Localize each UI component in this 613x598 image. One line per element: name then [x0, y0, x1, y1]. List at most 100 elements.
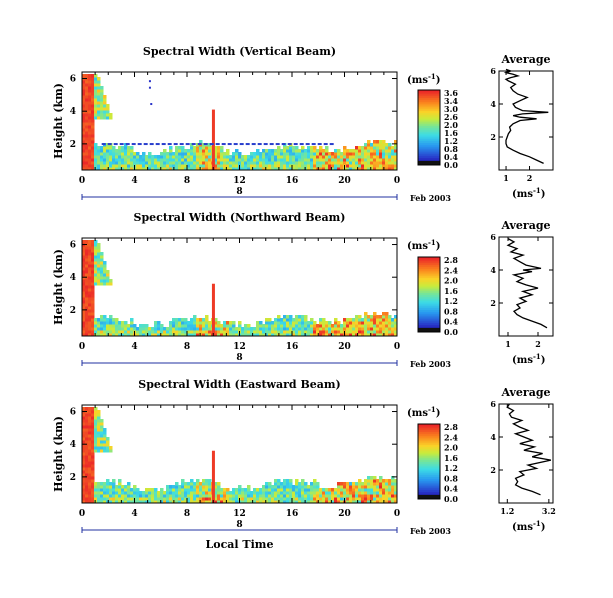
heatmap-cell	[148, 161, 152, 165]
heatmap-cell	[184, 324, 188, 328]
heatmap-cell	[205, 152, 209, 156]
heatmap-cell	[82, 83, 86, 87]
heatmap-cell	[298, 497, 302, 501]
heatmap-cell	[235, 327, 239, 331]
heatmap-cell	[202, 161, 206, 165]
heatmap-cell	[85, 74, 89, 78]
heatmap-cell	[103, 101, 107, 105]
heatmap-cell	[88, 497, 92, 501]
heatmap-cell	[103, 161, 107, 165]
heatmap-cell	[88, 155, 92, 159]
heatmap-cell	[322, 149, 326, 153]
heatmap-cell	[175, 155, 179, 159]
heatmap-cell	[223, 158, 227, 162]
heatmap-cell	[106, 437, 110, 441]
heatmap-cell	[376, 479, 380, 483]
heatmap-cell	[130, 318, 134, 322]
heatmap-cell	[271, 161, 275, 165]
heatmap-cell	[88, 276, 92, 280]
heatmap-cell	[91, 83, 95, 87]
heatmap-cell	[196, 155, 200, 159]
colorbar-band	[418, 121, 440, 125]
heatmap-cell	[82, 458, 86, 462]
heatmap-cell	[103, 318, 107, 322]
heatmap-cell	[295, 161, 299, 165]
heatmap-cell	[94, 101, 98, 105]
heatmap-cell	[328, 497, 332, 501]
heatmap-cell	[139, 155, 143, 159]
heatmap-cell	[379, 152, 383, 156]
heatmap-cell	[355, 494, 359, 498]
heatmap-cell	[169, 158, 173, 162]
heatmap-cell	[292, 152, 296, 156]
heatmap-cell	[286, 482, 290, 486]
heatmap-cell	[205, 146, 209, 150]
heatmap-cell	[304, 488, 308, 492]
heatmap-cell	[322, 152, 326, 156]
heatmap-cell	[151, 161, 155, 165]
heatmap-cell	[325, 149, 329, 153]
heatmap-cell	[94, 318, 98, 322]
heatmap-cell	[91, 422, 95, 426]
average-y-tick-label: 6	[490, 232, 496, 242]
heatmap-cell	[124, 149, 128, 153]
colorbar-tick-label: 0.4	[444, 152, 458, 162]
heatmap-cell	[145, 491, 149, 495]
heatmap-cell	[115, 164, 119, 168]
heatmap-cell	[181, 488, 185, 492]
heatmap-cell	[268, 327, 272, 331]
heatmap-cell	[97, 321, 101, 325]
heatmap-cell	[388, 321, 392, 325]
heatmap-cell	[223, 491, 227, 495]
heatmap-cell	[91, 488, 95, 492]
heatmap-cell	[244, 167, 248, 171]
heatmap-cell	[322, 318, 326, 322]
heatmap-cell	[352, 333, 356, 337]
heatmap-cell	[352, 321, 356, 325]
heatmap-cell	[370, 146, 374, 150]
heatmap-cell	[304, 494, 308, 498]
heatmap-cell	[97, 410, 101, 414]
heatmap-cell	[256, 500, 260, 504]
heatmap-cell	[235, 330, 239, 334]
heatmap-cell	[103, 167, 107, 171]
heatmap-cell	[160, 164, 164, 168]
heatmap-cell	[202, 146, 206, 150]
heatmap-cell	[313, 500, 317, 504]
heatmap-cell	[82, 452, 86, 456]
heatmap-cell	[130, 321, 134, 325]
heatmap-cell	[202, 327, 206, 331]
average-unit: (ms-1)	[512, 519, 545, 533]
heatmap-cell	[370, 330, 374, 334]
heatmap-cell	[214, 488, 218, 492]
heatmap-cell	[268, 152, 272, 156]
heatmap-cell	[181, 167, 185, 171]
colorbar-band	[418, 133, 440, 136]
heatmap-cell	[223, 494, 227, 498]
heatmap-cell	[220, 167, 224, 171]
colorbar-band	[418, 285, 440, 288]
average-frame	[498, 403, 554, 504]
heatmap-cell	[391, 152, 395, 156]
heatmap-cell	[193, 158, 197, 162]
heatmap-cell	[109, 116, 113, 120]
heatmap-cell	[277, 488, 281, 492]
heatmap-cell	[310, 488, 314, 492]
heatmap-cell	[235, 161, 239, 165]
heatmap-cell	[163, 164, 167, 168]
heatmap-cell	[235, 152, 239, 156]
heatmap-cell	[355, 161, 359, 165]
heatmap	[82, 74, 398, 171]
heatmap-cell	[151, 333, 155, 337]
heatmap-cell	[184, 494, 188, 498]
heatmap-cell	[295, 152, 299, 156]
heatmap-cell	[94, 276, 98, 280]
colorbar-band	[418, 478, 440, 481]
heatmap-cell	[289, 321, 293, 325]
heatmap-cell	[346, 497, 350, 501]
heatmap-cell	[94, 407, 98, 411]
heatmap-cell	[88, 479, 92, 483]
heatmap-cell	[136, 488, 140, 492]
heatmap-cell	[361, 324, 365, 328]
heatmap-cell	[127, 500, 131, 504]
